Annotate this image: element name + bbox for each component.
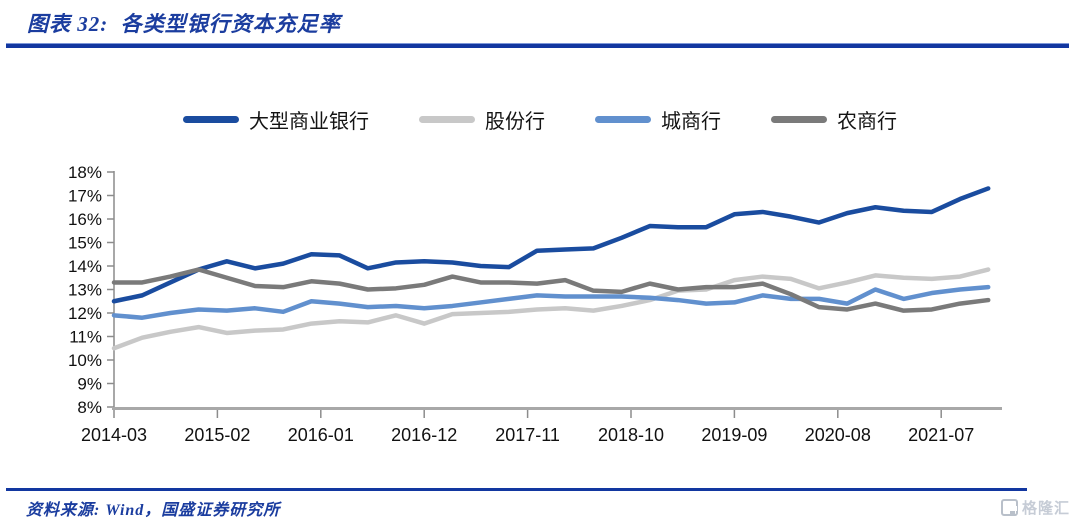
legend-swatch-icon: [419, 115, 475, 123]
legend-label: 股份行: [485, 110, 545, 133]
series-line-城商行: [111, 284, 991, 320]
logo-notch: [1010, 506, 1017, 514]
x-axis-label: 2016-01: [288, 425, 354, 445]
legend-item-农商行: 农商行: [771, 105, 897, 134]
x-axis-label: 2015-02: [184, 425, 250, 445]
source-divider: [6, 488, 1027, 491]
x-axis-label: 2014-03: [81, 425, 147, 445]
x-axis-label: 2017-11: [495, 425, 560, 445]
legend-swatch-icon: [771, 115, 827, 123]
chart-legend: 大型商业银行 股份行 城商行 农商行: [0, 104, 1080, 134]
y-axis-label: 13%: [68, 281, 102, 300]
y-axis-label: 16%: [68, 210, 102, 229]
x-axis-label: 2018-10: [598, 425, 664, 445]
x-axis-label: 2016-12: [391, 425, 457, 445]
x-axis-label: 2021-07: [908, 425, 974, 445]
gelonghui-logo-icon: [1001, 499, 1018, 516]
y-axis-label: 10%: [68, 351, 102, 370]
series-line-农商行: [111, 267, 991, 313]
y-axis-label: 8%: [77, 398, 102, 417]
y-axis-label: 18%: [68, 163, 102, 182]
y-axis-label: 17%: [68, 187, 102, 206]
y-axis-label: 15%: [68, 234, 102, 253]
legend-label: 农商行: [837, 110, 897, 133]
legend-swatch-icon: [595, 115, 651, 123]
legend-item-大型商业银行: 大型商业银行: [183, 105, 369, 134]
series-line-股份行: [111, 267, 991, 351]
legend-swatch-icon: [183, 115, 239, 123]
legend-label: 城商行: [661, 110, 721, 133]
title-divider: [6, 43, 1069, 48]
watermark-text: 格隆汇: [1022, 500, 1071, 517]
figure-title: 图表 32: 各类型银行资本充足率: [27, 12, 341, 36]
y-axis-label: 14%: [68, 257, 102, 276]
x-axis-label: 2019-09: [701, 425, 767, 445]
y-axis-label: 12%: [68, 304, 102, 323]
y-axis-label: 11%: [69, 328, 102, 347]
legend-label: 大型商业银行: [249, 110, 369, 133]
y-axis-label: 9%: [77, 375, 102, 394]
series-line-大型商业银行: [111, 186, 991, 304]
gelonghui-watermark: 格隆汇: [1001, 497, 1070, 518]
x-axis-label: 2020-08: [805, 425, 871, 445]
legend-item-城商行: 城商行: [595, 105, 721, 134]
source-note: 资料来源: Wind，国盛证券研究所: [26, 502, 281, 519]
legend-item-股份行: 股份行: [419, 105, 545, 134]
